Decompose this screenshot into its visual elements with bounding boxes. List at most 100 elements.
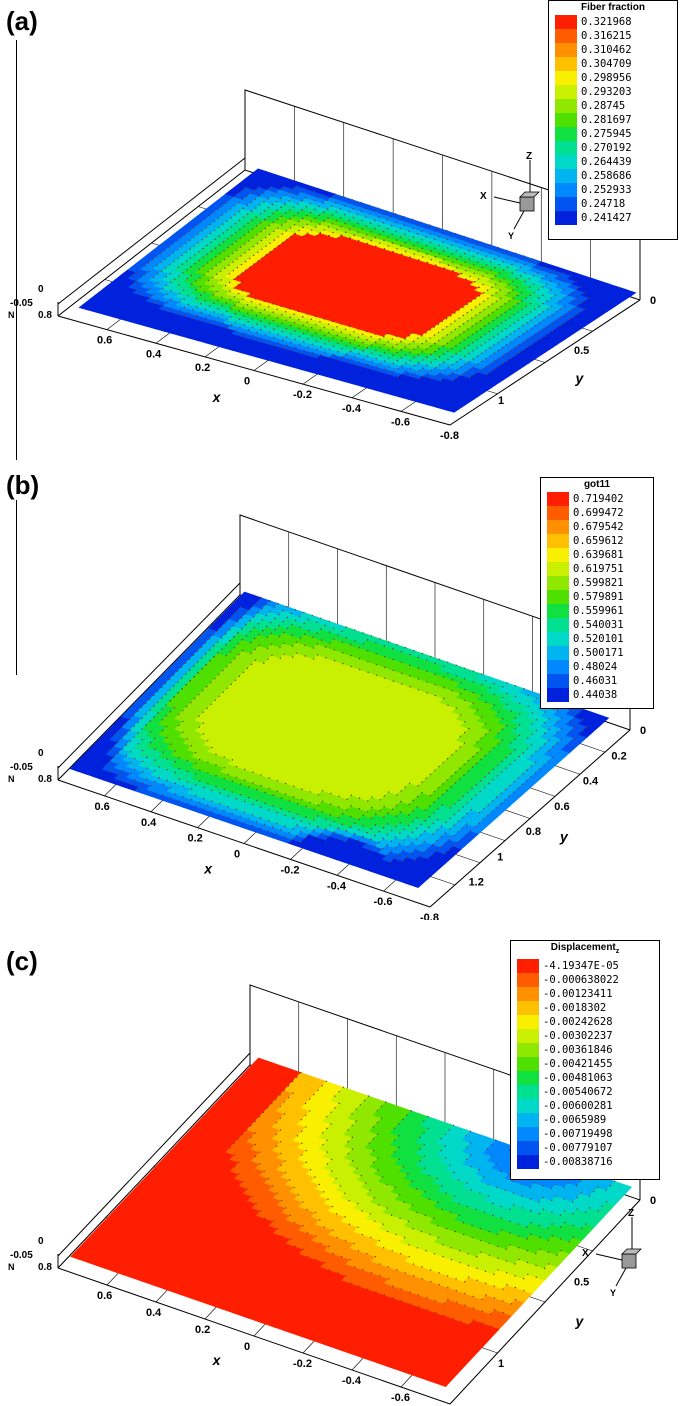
contour-line-mark xyxy=(330,196,332,198)
contour-line-mark xyxy=(281,233,284,235)
contour-line-mark xyxy=(190,266,192,268)
contour-line-mark xyxy=(290,235,292,238)
contour-line-mark xyxy=(162,305,164,307)
contour-line-mark xyxy=(458,317,460,319)
contour-line-mark xyxy=(244,252,246,254)
contour-line-mark xyxy=(165,284,168,287)
contour-line-mark xyxy=(220,270,222,272)
contour-line-mark xyxy=(336,326,338,328)
contour-line-mark xyxy=(413,364,416,367)
contour-line-mark xyxy=(365,225,368,227)
triad-y-label: Y xyxy=(508,231,514,241)
contour-line-mark xyxy=(511,272,513,274)
contour-line-mark xyxy=(447,247,449,249)
contour-line-mark xyxy=(242,216,245,219)
contour-line-mark xyxy=(458,309,460,311)
contour-line-mark xyxy=(350,358,352,361)
triad-cube xyxy=(519,196,535,212)
x-tick-label: 0.8 xyxy=(38,310,52,321)
contour-line-mark xyxy=(324,343,326,345)
contour-line-mark xyxy=(471,325,473,328)
contour-line-mark xyxy=(243,332,246,334)
contour-line-mark xyxy=(454,320,456,322)
contour-line-mark xyxy=(459,350,462,352)
contour-line-mark xyxy=(250,201,252,203)
contour-line-mark xyxy=(332,231,334,234)
contour-line-mark xyxy=(391,242,394,244)
contour-line-mark xyxy=(345,353,348,355)
contour-line-mark xyxy=(482,275,484,277)
contour-line-mark xyxy=(468,368,471,371)
contour-line-mark xyxy=(487,314,490,316)
contour-line-mark xyxy=(187,295,189,297)
x-tick-label: 0.4 xyxy=(146,348,162,360)
contour-line-mark xyxy=(310,220,313,223)
contour-line-mark xyxy=(504,311,507,313)
contour-line-mark xyxy=(366,338,368,341)
contour-line-mark xyxy=(401,373,403,375)
contour-line-mark xyxy=(298,327,300,329)
contour-line-mark xyxy=(226,319,228,321)
contour-line-mark xyxy=(366,234,368,236)
contour-line-mark xyxy=(249,266,251,268)
contour-line-mark xyxy=(268,322,271,325)
contour-line-mark xyxy=(493,249,496,252)
contour-line-mark xyxy=(193,254,196,256)
contour-line-mark xyxy=(399,218,401,221)
legend-entry: 0.24718 xyxy=(549,197,677,211)
contour-line-mark xyxy=(421,239,423,241)
y-tick-label: 0.5 xyxy=(574,345,589,357)
contour-line-mark xyxy=(229,290,231,292)
contour-line-mark xyxy=(214,238,216,240)
contour-line-mark xyxy=(374,228,376,230)
contour-line-mark xyxy=(456,258,458,261)
legend-value: 0.24718 xyxy=(581,198,626,210)
contour-line-mark xyxy=(209,214,211,217)
legend-value: 0.321968 xyxy=(581,16,632,28)
contour-line-mark xyxy=(532,258,534,260)
contour-line-mark xyxy=(341,356,344,358)
contour-line-mark xyxy=(198,259,200,262)
contour-line-mark xyxy=(388,357,390,359)
contour-line-mark xyxy=(551,305,553,308)
contour-line-mark xyxy=(318,214,321,216)
contour-line-mark xyxy=(479,328,482,330)
contour-line-mark xyxy=(215,273,218,276)
contour-line-mark xyxy=(289,218,291,220)
contour-line-mark xyxy=(485,365,488,368)
legend-swatch xyxy=(555,169,577,183)
contour-line-mark xyxy=(362,358,365,360)
contour-line-mark xyxy=(383,335,385,338)
contour-line-mark xyxy=(459,358,462,360)
contour-line-mark xyxy=(558,275,560,277)
contour-line-mark xyxy=(231,252,234,254)
contour-line-mark xyxy=(532,275,535,277)
contour-line-mark xyxy=(543,319,545,321)
contour-line-mark xyxy=(243,225,245,228)
contour-line-mark xyxy=(202,265,205,267)
contour-line-mark xyxy=(483,317,486,319)
contour-line-mark xyxy=(341,348,343,350)
contour-line-mark xyxy=(266,189,269,191)
contour-line-mark xyxy=(336,342,339,345)
contour-line-mark xyxy=(305,197,307,199)
contour-line-mark xyxy=(166,293,168,295)
contour-line-mark xyxy=(327,323,330,325)
contour-plot-b: 0.60.40.20-0.2-0.4-0.6-0.80.80-0.05N00.2… xyxy=(8,514,646,920)
contour-line-mark xyxy=(374,236,377,239)
contour-line-mark xyxy=(451,253,453,255)
contour-line-mark xyxy=(356,213,359,216)
contour-line-mark xyxy=(481,258,483,260)
legend-entry: 0.258686 xyxy=(549,169,677,183)
contour-line-mark xyxy=(248,249,250,251)
contour-line-mark xyxy=(563,297,565,299)
z-tick-label: -0.05 xyxy=(10,298,33,309)
contour-line-mark xyxy=(508,308,511,311)
legend-swatch xyxy=(555,15,577,29)
contour-line-mark xyxy=(447,350,449,352)
contour-line-mark xyxy=(228,273,230,275)
contour-line-mark xyxy=(230,226,233,228)
contour-line-mark xyxy=(353,234,355,236)
contour-line-mark xyxy=(417,345,419,348)
contour-line-mark xyxy=(285,230,288,232)
